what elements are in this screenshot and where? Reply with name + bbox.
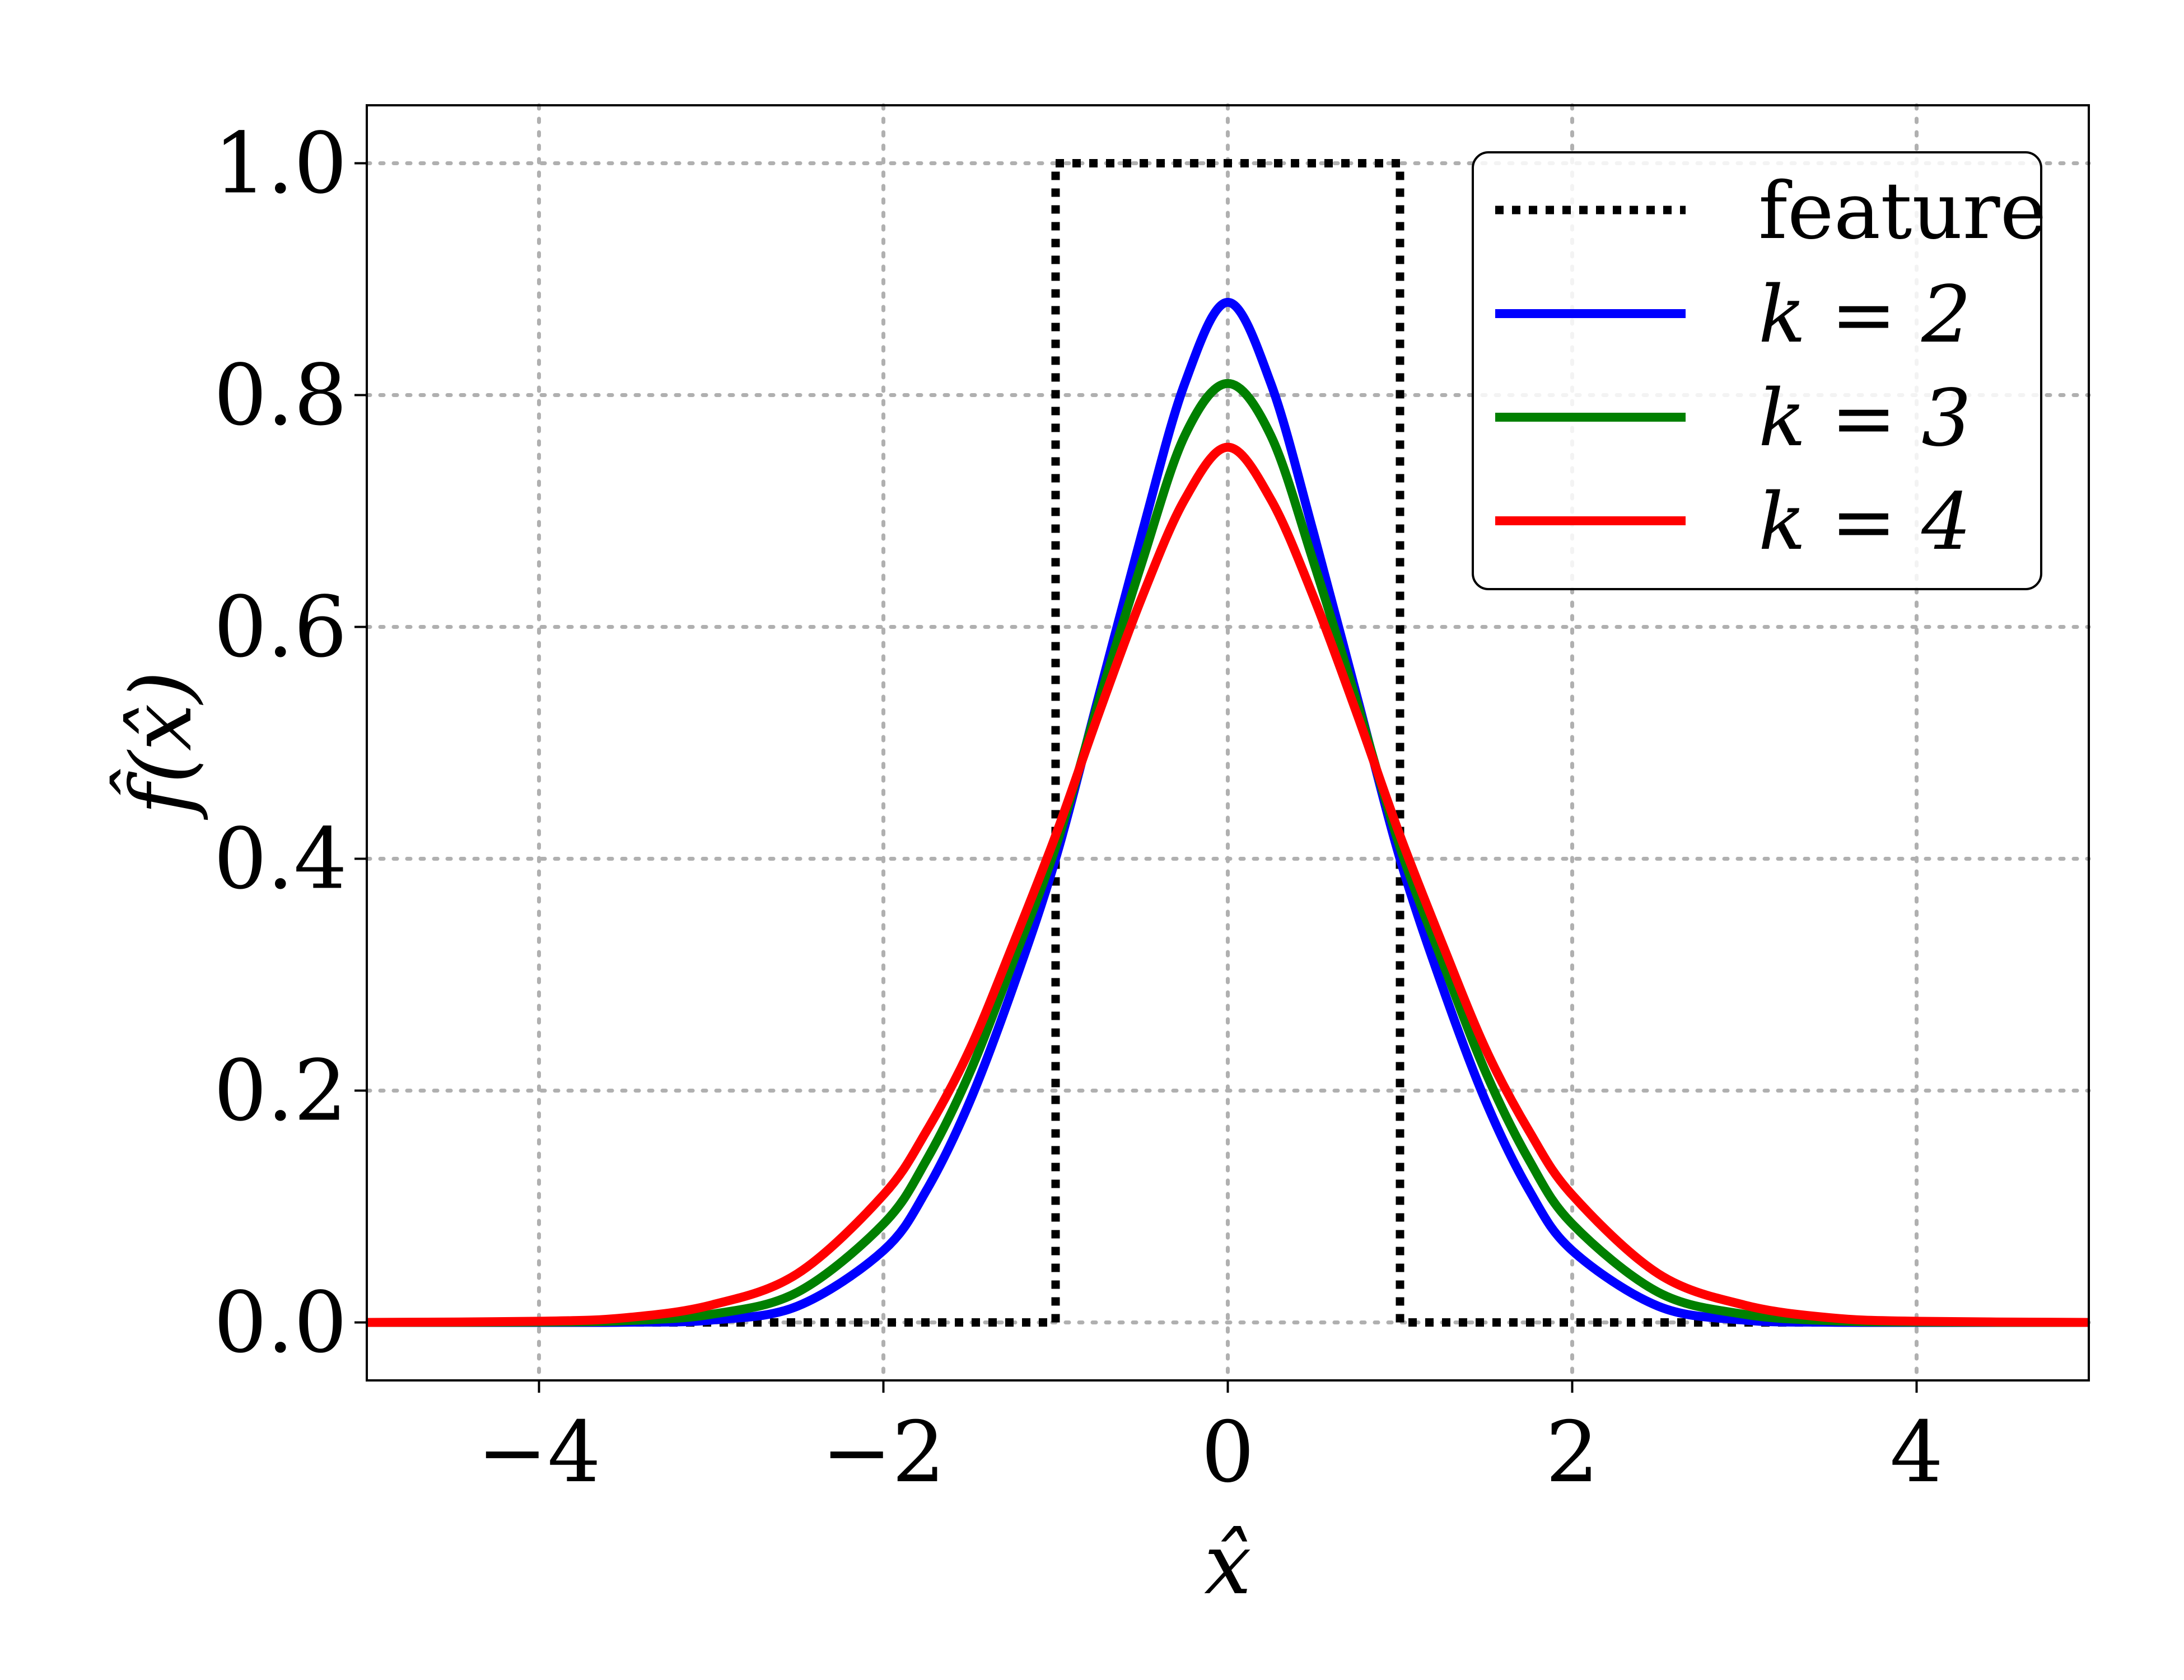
- series-line-feature: [367, 159, 2089, 1327]
- y-tick-label: 0.4: [213, 811, 347, 908]
- legend-label: k = 2: [1758, 269, 1971, 361]
- x-tick-label: −4: [477, 1404, 601, 1501]
- x-tick-label: 2: [1546, 1404, 1599, 1501]
- y-tick-label: 0.0: [213, 1275, 347, 1372]
- series-line-k2: [367, 297, 2089, 1327]
- y-tick-label: 0.8: [213, 347, 347, 445]
- y-tick-label: 1.0: [213, 115, 347, 213]
- x-axis-label: x̂: [1204, 1516, 1252, 1613]
- series-layer: [367, 159, 2089, 1327]
- x-axis: −4 −2 0 2 4: [477, 1380, 1943, 1501]
- y-tick-label: 0.6: [213, 579, 347, 676]
- legend-label: k = 4: [1758, 477, 1971, 568]
- legend-label: k = 3: [1758, 373, 1971, 464]
- series-line-k4: [367, 442, 2089, 1327]
- x-tick-label: 4: [1890, 1404, 1943, 1501]
- x-tick-label: 0: [1201, 1404, 1254, 1501]
- y-axis: 0.0 0.2 0.4 0.6 0.8 1.0: [213, 115, 367, 1372]
- legend-box: [1472, 151, 2042, 590]
- x-tick-label: −2: [822, 1404, 945, 1501]
- legend: feature k = 2 k = 3 k = 4: [1472, 151, 2046, 590]
- y-tick-label: 0.2: [213, 1043, 347, 1140]
- series-line-k3: [367, 379, 2089, 1327]
- legend-label: feature: [1758, 166, 2046, 257]
- y-axis-label: f̂(x̂): [109, 671, 211, 820]
